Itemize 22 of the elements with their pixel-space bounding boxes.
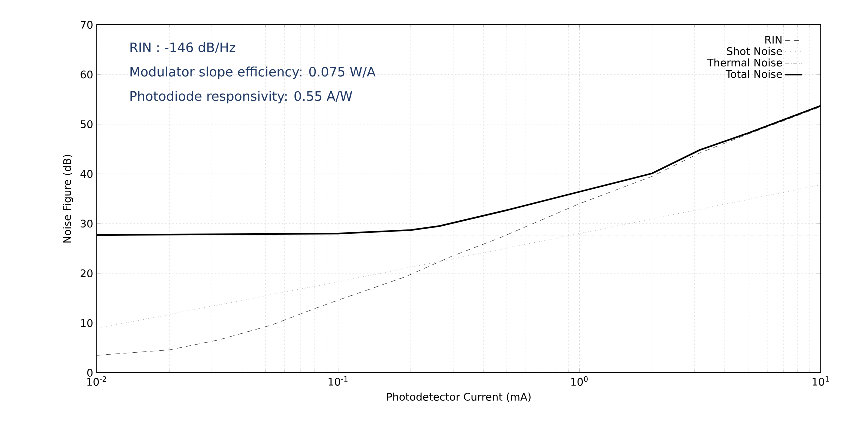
legend-label: Total Noise: [726, 70, 782, 78]
y-tick-label: 10: [81, 319, 93, 328]
y-tick-label: 30: [80, 220, 93, 228]
annotation: Photodiode responsivity: 0.55 A/W: [130, 91, 352, 104]
legend-label: RIN: [766, 36, 782, 44]
x-axis-title: Photodetector Current (mA): [387, 392, 531, 402]
y-tick-label: 70: [81, 21, 93, 29]
annotation: Modulator slope efficiency: 0.075 W/A: [130, 66, 376, 80]
x-tick-label: 10$^{-1}$: [328, 376, 348, 386]
y-tick-label: 40: [80, 170, 93, 178]
annotation: RIN : -146 dB/Hz: [130, 42, 236, 54]
x-tick-label: 10$^{0}$: [572, 376, 588, 386]
line-series: [97, 184, 822, 329]
y-tick-label: 50: [80, 120, 93, 128]
y-tick-label: 20: [80, 270, 93, 278]
y-tick-label: 60: [80, 70, 93, 79]
legend-label: Shot Noise: [727, 47, 782, 56]
x-tick-label: 10$^{-2}$: [88, 376, 106, 386]
y-axis-title: Noise Figure (dB): [63, 155, 74, 243]
legend-label: Thermal Noise: [707, 58, 782, 67]
x-tick-label: 10$^{1}$: [812, 376, 830, 386]
y-tick-label: 0: [88, 369, 93, 377]
